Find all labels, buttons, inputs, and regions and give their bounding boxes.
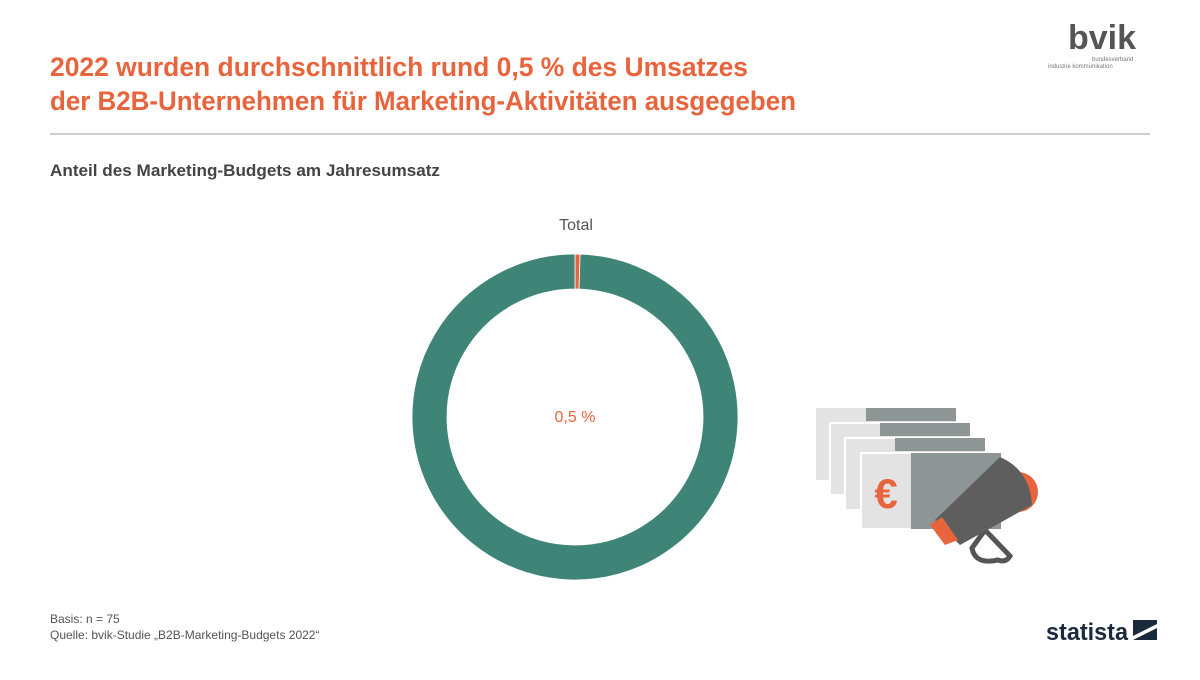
center-value-label: 0,5 %	[555, 409, 596, 426]
logo-tagline: bundesverband	[1092, 57, 1133, 63]
illustration: €	[816, 408, 1038, 564]
subtitle: Anteil des Marketing-Budgets am Jahresum…	[50, 161, 440, 180]
note: Basis: n = 75	[50, 612, 120, 626]
title-line: der B2B-Unternehmen für Marketing-Aktivi…	[50, 86, 796, 116]
megaphone-handle	[969, 526, 1014, 564]
bill-band	[866, 408, 956, 421]
megaphone	[935, 457, 1032, 545]
logo-text: bvik	[1068, 19, 1136, 57]
logo-icon	[1133, 624, 1157, 640]
chart-label: Total	[559, 217, 593, 234]
logo-text: statista	[1046, 619, 1129, 646]
euro-icon: €	[874, 470, 897, 517]
bill-band	[895, 438, 985, 451]
megaphone-mouth	[930, 517, 958, 545]
source: Quelle: bvik-Studie „B2B-Marketing-Budge…	[50, 628, 319, 642]
bvik-logo: bvik bundesverband industrie kommunikati…	[1048, 19, 1136, 70]
statista-logo: statista	[1046, 619, 1157, 646]
title-line: 2022 wurden durchschnittlich rund 0,5 % …	[50, 52, 748, 82]
bill-band	[880, 423, 970, 436]
donut-segment	[411, 253, 739, 581]
logo-tagline: industrie kommunikation	[1048, 64, 1113, 70]
